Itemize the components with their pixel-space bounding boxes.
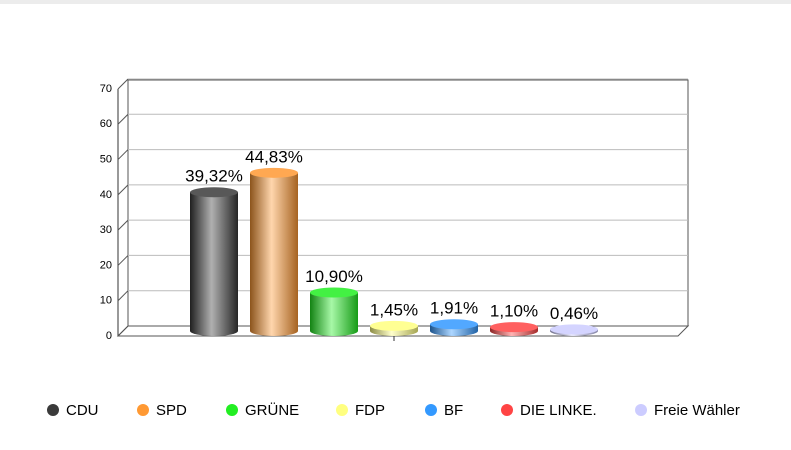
top-band	[0, 0, 791, 4]
tick-mark	[117, 219, 129, 231]
y-tick-label: 40	[100, 189, 112, 201]
tick-mark	[117, 149, 129, 160]
bar-top	[370, 320, 418, 331]
legend-marker	[47, 404, 59, 416]
tick-mark	[117, 255, 129, 266]
tick-mark	[117, 184, 129, 196]
y-tick-label: 0	[106, 330, 112, 342]
tick-mark	[117, 78, 129, 90]
bar-top	[190, 187, 238, 198]
legend-label: SPD	[156, 402, 187, 419]
value-label: 1,91%	[430, 299, 478, 318]
value-label: 39,32%	[185, 167, 243, 186]
bar-top	[490, 322, 538, 333]
value-label: 1,45%	[370, 300, 418, 319]
y-tick-label: 70	[100, 83, 112, 95]
value-label: 1,10%	[490, 302, 538, 321]
bar	[310, 292, 358, 331]
bar-top	[250, 167, 298, 178]
bar-top	[310, 287, 358, 298]
legend-marker	[137, 404, 149, 416]
y-tick-label: 10	[100, 295, 112, 307]
legend-label: GRÜNE	[245, 401, 299, 419]
legend-label: CDU	[66, 402, 99, 419]
value-label: 0,46%	[550, 304, 598, 323]
y-tick-label: 20	[100, 259, 112, 271]
value-label: 44,83%	[245, 147, 303, 166]
legend-label: BF	[444, 402, 463, 419]
legend-marker	[336, 404, 348, 416]
tick-mark	[117, 325, 129, 337]
y-tick-label: 50	[100, 153, 112, 165]
value-label: 10,90%	[305, 267, 363, 286]
bar-top	[430, 319, 478, 330]
y-tick-label: 30	[100, 224, 112, 236]
legend-label: FDP	[355, 402, 385, 419]
legend-label: DIE LINKE.	[520, 402, 597, 419]
bar-top	[550, 324, 598, 335]
bar	[250, 172, 298, 331]
y-tick-label: 60	[100, 118, 112, 130]
legend-marker	[501, 404, 513, 416]
legend-marker	[425, 404, 437, 416]
tick-mark	[117, 290, 129, 302]
legend-label: Freie Wähler	[654, 402, 740, 419]
tick-mark	[117, 113, 129, 125]
legend-marker	[226, 404, 238, 416]
legend-marker	[635, 404, 647, 416]
bar	[190, 192, 238, 331]
